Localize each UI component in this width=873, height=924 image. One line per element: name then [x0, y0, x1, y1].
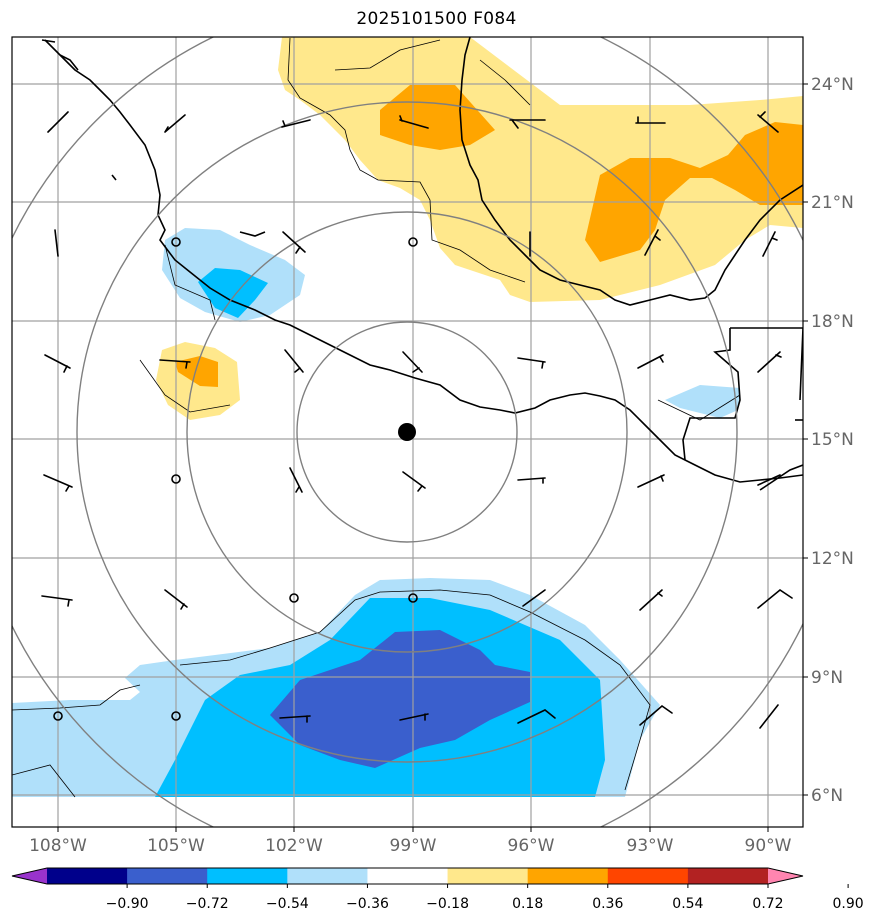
colorbar-segment [47, 868, 128, 884]
colorbar-segment [607, 868, 689, 884]
colorbar-tick-label: 0.36 [592, 896, 623, 912]
colorbar-tick-label: −0.36 [346, 896, 389, 912]
lon-label-105w: 105°W [147, 836, 205, 856]
orange-shading-north-b [585, 122, 803, 262]
graticule [12, 37, 803, 827]
colorbar-segment [287, 868, 368, 884]
colorbar-segment [127, 868, 208, 884]
colorbar-tick-label: −0.54 [266, 896, 309, 912]
lat-label-18n: 18°N [811, 312, 854, 332]
colorbar-tick-label: 0.72 [752, 896, 783, 912]
colorbar-segment [527, 868, 609, 884]
colorbar-tick-label: −0.90 [106, 896, 149, 912]
darkblue-shading-south [270, 630, 530, 768]
colorbar-tick-label: 0.90 [833, 896, 864, 912]
colorbar-tick-label: −0.72 [186, 896, 229, 912]
plot-title: 2025101500 F084 [356, 9, 517, 29]
admin-boundaries [12, 37, 741, 798]
colorbar-segment [207, 868, 288, 884]
lat-label-24n: 24°N [811, 75, 854, 95]
blue-shading-east [665, 385, 740, 418]
lat-label-6n: 6°N [811, 786, 843, 806]
colorbar-tick-label: 0.54 [672, 896, 703, 912]
colorbar-extend-low [12, 868, 47, 884]
coastlines [41, 37, 803, 491]
lat-label-9n: 9°N [811, 668, 843, 688]
colorbar-segment [367, 868, 449, 884]
wind-barbs [41, 111, 793, 729]
longitude-labels: 108°W 105°W 102°W 99°W 96°W 93°W 90°W [29, 836, 792, 856]
lon-label-96w: 96°W [508, 836, 555, 856]
lon-label-99w: 99°W [390, 836, 437, 856]
storm-center-marker [398, 423, 416, 441]
calm-markers [53, 237, 418, 721]
colorbar-tick-label: −0.18 [426, 896, 469, 912]
colorbar: −0.90 −0.72 −0.54 −0.36 −0.18 0.18 0.36 0.54 0.7… [11, 867, 864, 912]
orange-shading-north-a [380, 85, 495, 150]
lat-label-21n: 21°N [811, 193, 854, 213]
latitude-labels: 24°N 21°N 18°N 15°N 12°N 9°N 6°N [811, 75, 854, 806]
colorbar-tick-label: 0.18 [512, 896, 543, 912]
blue-shading-west-b [198, 268, 268, 318]
lon-label-90w: 90°W [745, 836, 792, 856]
axis-ticks [57, 83, 808, 832]
lon-label-102w: 102°W [265, 836, 323, 856]
colorbar-segment [687, 868, 769, 884]
colorbar-segment [447, 868, 529, 884]
lon-label-108w: 108°W [29, 836, 87, 856]
colorbar-extend-high [768, 868, 803, 884]
lat-label-12n: 12°N [811, 549, 854, 569]
orange-shading-west [175, 356, 218, 387]
plot-frame [11, 36, 804, 828]
lat-label-15n: 15°N [811, 430, 854, 450]
range-rings [12, 37, 803, 827]
lon-label-93w: 93°W [627, 836, 674, 856]
